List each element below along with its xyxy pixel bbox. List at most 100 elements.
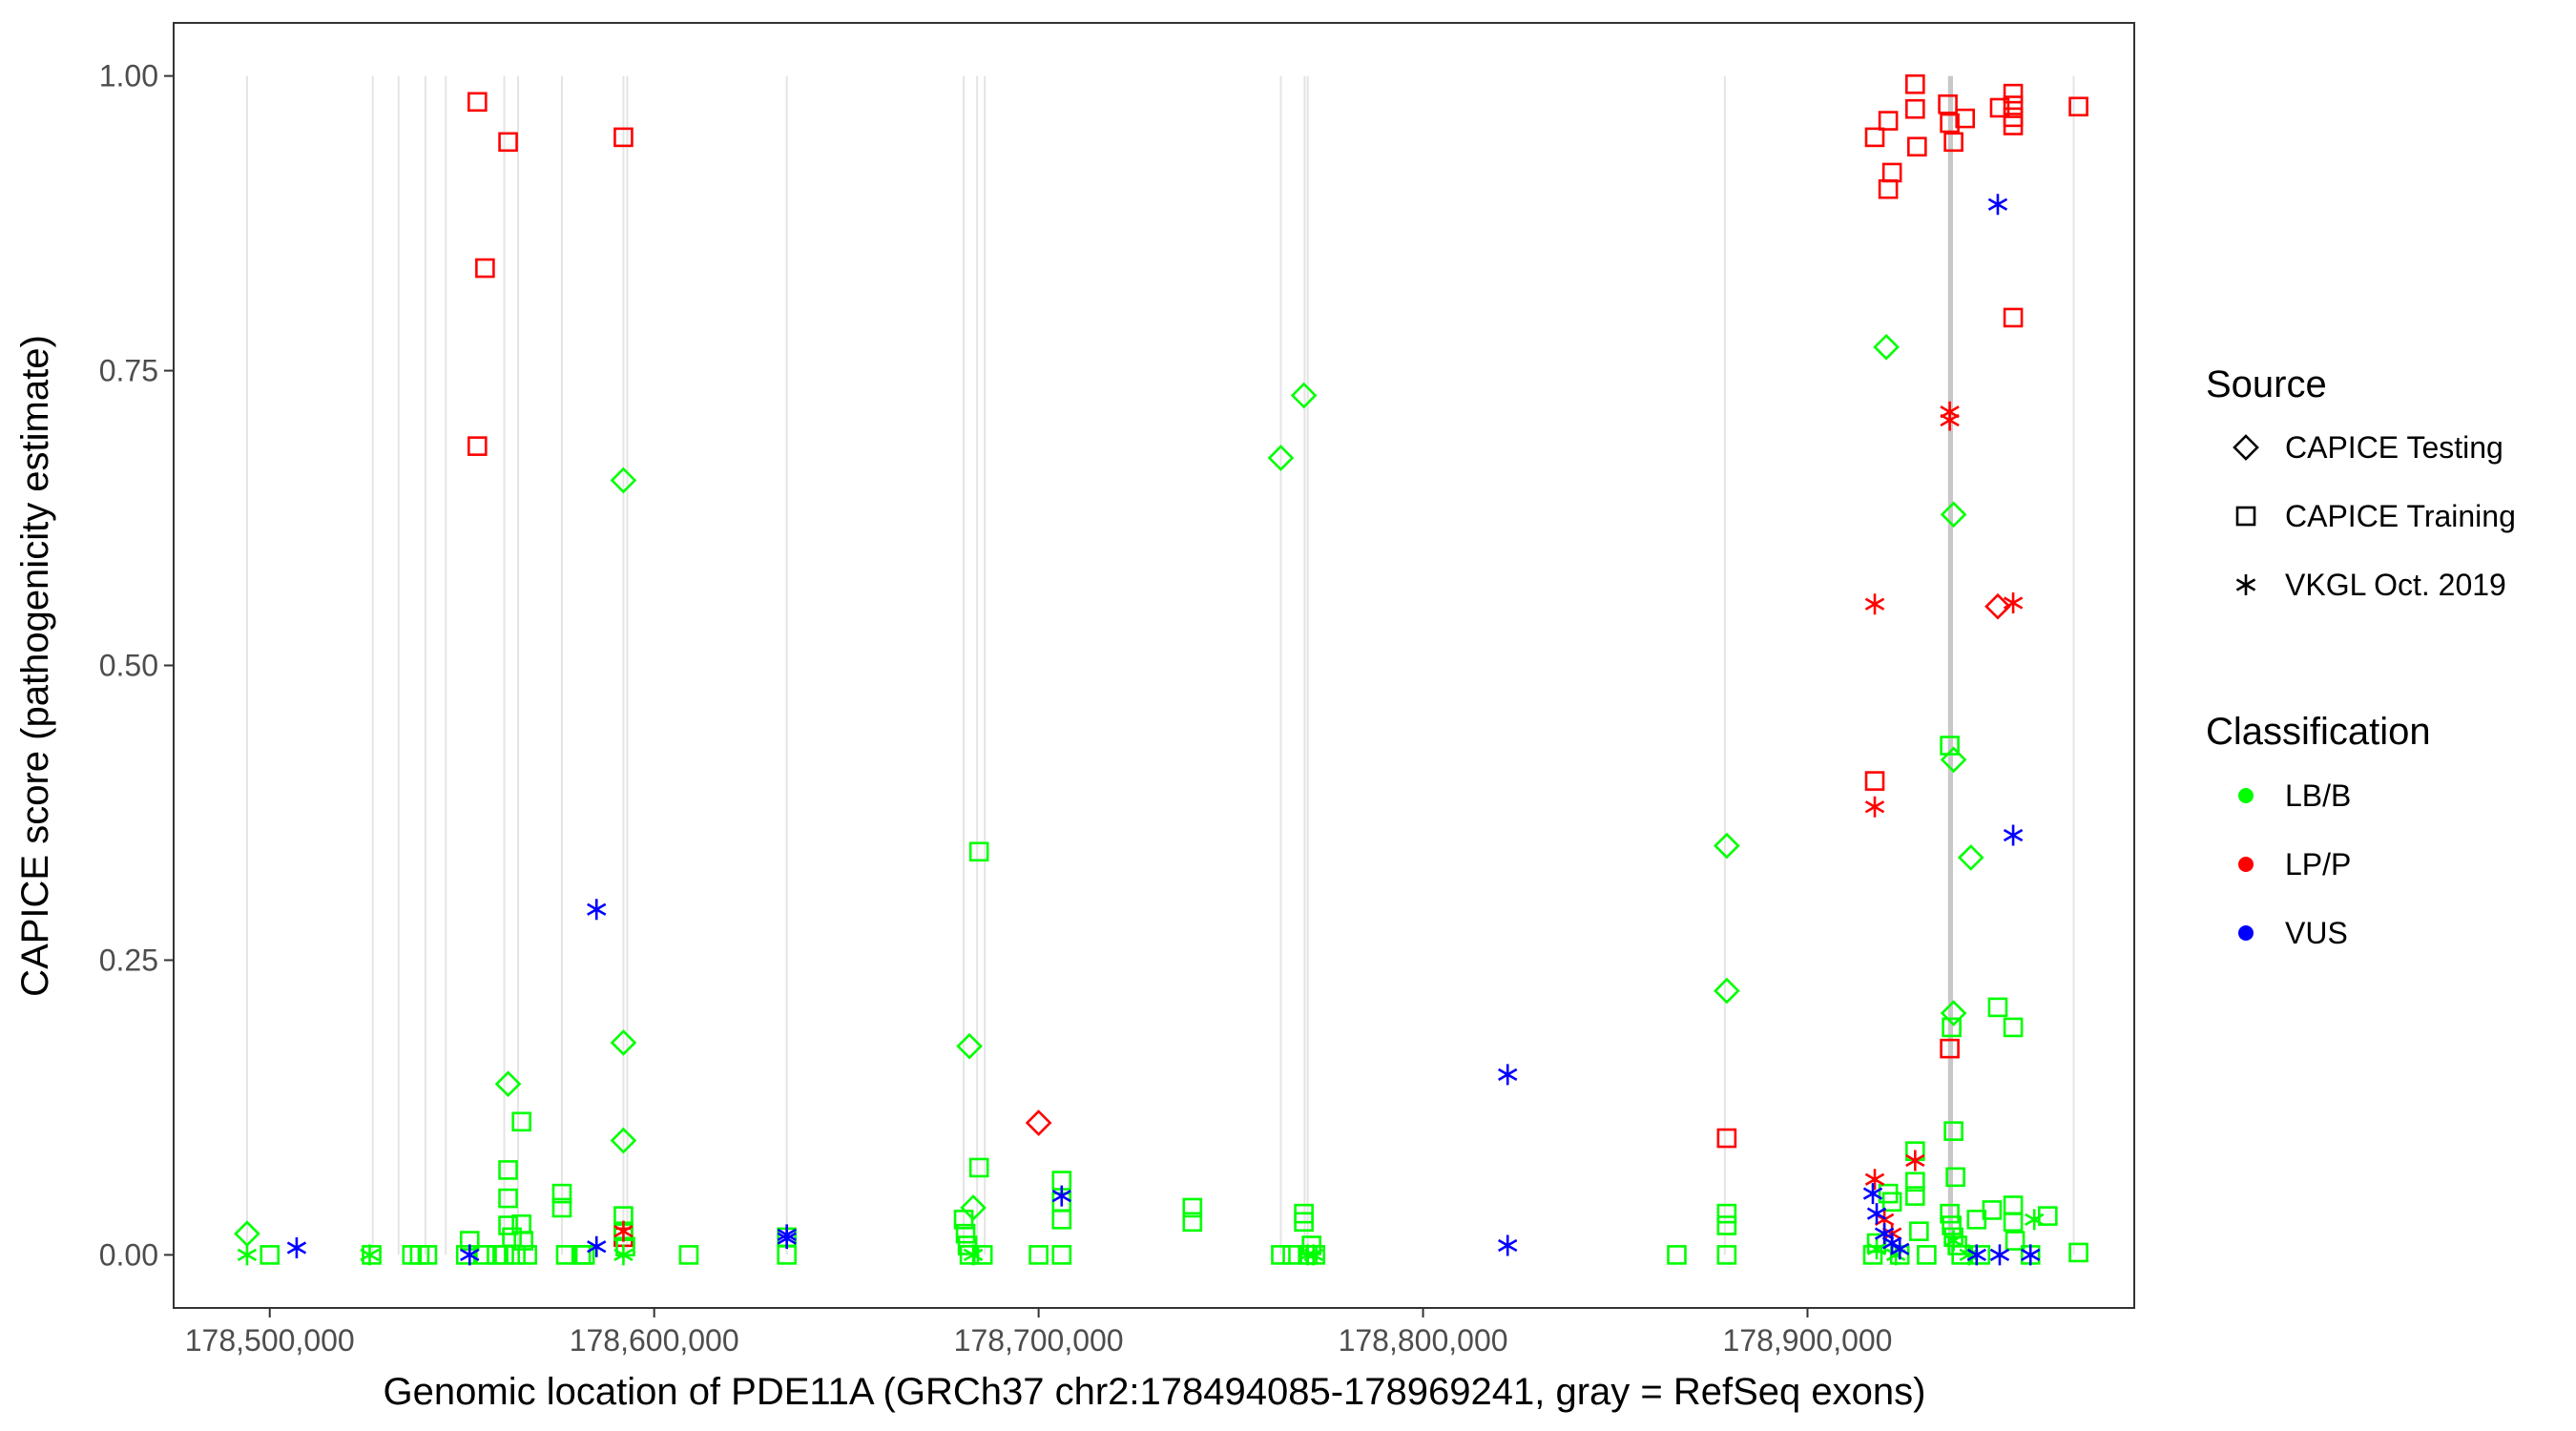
y-tick-label: 0.50 <box>99 649 158 683</box>
data-point <box>1989 1244 2010 1266</box>
data-point <box>1303 1244 1323 1266</box>
data-point <box>1866 1238 1887 1260</box>
x-tick-label: 178,900,000 <box>1723 1323 1893 1358</box>
x-axis: 178,500,000 178,600,000 178,700,000 178,800… <box>185 1308 1893 1358</box>
x-tick-label: 178,700,000 <box>954 1323 1124 1358</box>
data-point <box>968 1157 989 1178</box>
legend-key-dot-icon <box>2238 925 2254 941</box>
data-point <box>1667 1245 1687 1265</box>
data-point <box>467 92 488 113</box>
data-point <box>1498 1064 1518 1086</box>
data-point <box>587 899 607 921</box>
legend-key-asterisk-icon <box>2235 574 2256 595</box>
y-tick-label: 0.75 <box>99 354 158 388</box>
data-point <box>2003 95 2024 115</box>
data-point <box>1905 1150 1925 1172</box>
data-point <box>551 1197 572 1218</box>
data-point <box>613 1244 634 1266</box>
data-point <box>1051 1185 1071 1207</box>
data-point <box>963 1244 984 1266</box>
data-point <box>1940 1000 1967 1027</box>
series-vkgl-oct-2019-vus <box>286 194 2041 1266</box>
data-point <box>1955 108 1976 129</box>
data-point <box>1890 1238 1910 1260</box>
y-axis-label: CAPICE score (pathogenicity estimate) <box>14 335 56 997</box>
data-point <box>613 127 634 148</box>
y-tick-label: 1.00 <box>99 59 158 93</box>
data-point <box>1864 796 1885 818</box>
data-points <box>234 73 2088 1266</box>
data-point <box>1940 501 1967 529</box>
data-point <box>237 1244 258 1266</box>
data-point <box>1182 1197 1203 1218</box>
data-point <box>574 1245 595 1265</box>
y-tick-label: 0.25 <box>99 943 158 977</box>
data-point <box>1905 1172 1925 1192</box>
data-point <box>1282 1245 1302 1265</box>
data-point <box>362 1245 382 1265</box>
data-point <box>2021 1244 2041 1266</box>
legend-label: VKGL Oct. 2019 <box>2285 568 2506 602</box>
data-point <box>2068 96 2088 117</box>
series-capice-testing-lb-b <box>234 334 1984 1247</box>
data-point <box>955 1223 976 1244</box>
legend-label: CAPICE Training <box>2285 499 2516 533</box>
data-point <box>2025 1209 2045 1231</box>
data-point <box>1714 832 1740 860</box>
data-point <box>551 1183 572 1204</box>
data-point <box>2003 83 2024 104</box>
data-point <box>968 841 989 862</box>
data-point <box>498 1188 518 1209</box>
y-tick-label: 0.00 <box>99 1237 158 1272</box>
data-point <box>2003 1017 2024 1038</box>
data-point <box>1881 1233 1902 1255</box>
legend-label: LB/B <box>2285 778 2351 813</box>
data-point <box>2003 824 2024 846</box>
data-point <box>498 1215 518 1235</box>
data-point <box>1905 1186 1925 1206</box>
x-tick-label: 178,600,000 <box>570 1323 739 1358</box>
data-point <box>1940 1038 1960 1059</box>
data-point <box>1909 1221 1929 1241</box>
series-capice-testing-lp-p <box>1025 592 2011 1136</box>
data-point <box>498 132 518 153</box>
data-point <box>953 1210 974 1230</box>
data-point <box>613 1220 634 1242</box>
legend-key-diamond-icon <box>2233 434 2259 461</box>
data-point <box>555 1245 576 1265</box>
data-point <box>1907 136 1927 157</box>
data-point <box>1942 1215 1962 1235</box>
data-point <box>1866 1203 1887 1225</box>
data-point <box>2068 1242 2088 1263</box>
data-point <box>1917 1245 1937 1265</box>
data-point <box>1943 1230 1963 1252</box>
data-point <box>678 1245 699 1265</box>
data-point <box>1943 132 1963 153</box>
data-point <box>956 1032 983 1060</box>
data-point <box>260 1245 280 1265</box>
data-point <box>1987 194 2008 216</box>
data-point <box>1498 1234 1518 1256</box>
data-point <box>467 436 488 456</box>
data-point <box>498 1160 518 1180</box>
data-point <box>777 1228 797 1250</box>
data-point <box>1943 1121 1963 1141</box>
data-point <box>959 1245 980 1265</box>
data-point <box>1051 1210 1072 1230</box>
data-point <box>455 1245 476 1265</box>
x-tick-label: 178,800,000 <box>1339 1323 1508 1358</box>
data-point <box>2005 1231 2025 1251</box>
data-point <box>1294 1212 1314 1233</box>
legend-label: LP/P <box>2285 847 2351 881</box>
data-point <box>517 1245 538 1265</box>
data-point <box>1716 1245 1737 1265</box>
data-point <box>1864 593 1885 615</box>
data-point <box>1873 334 1900 361</box>
data-point <box>1025 1110 1052 1136</box>
data-point <box>1874 1223 1895 1245</box>
data-point <box>1905 73 1925 94</box>
data-point <box>1271 1245 1291 1265</box>
legend-key-square-icon <box>2235 506 2256 527</box>
data-point <box>1940 409 1960 431</box>
data-point <box>494 1070 522 1098</box>
